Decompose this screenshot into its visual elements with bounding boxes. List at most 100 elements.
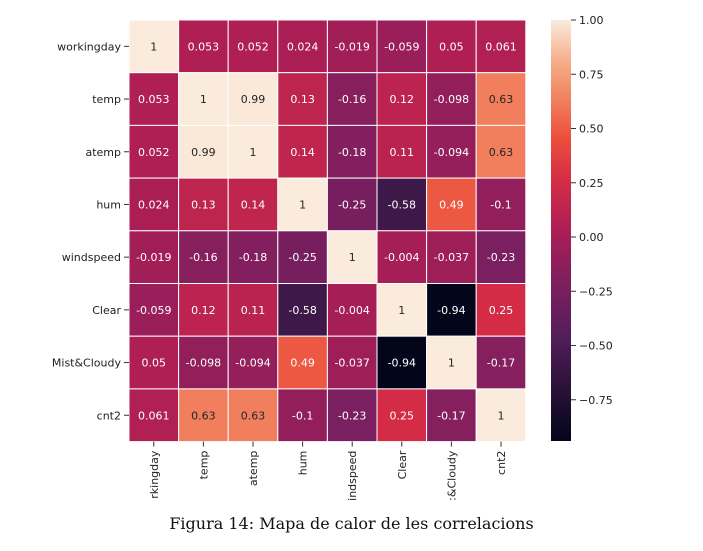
heatmap-cell: [326, 388, 378, 443]
heatmap-cell: [426, 335, 477, 390]
cell-annotation: 0.053: [188, 40, 220, 53]
cell-annotation: -0.58: [288, 304, 316, 317]
cell-annotation: 0.49: [290, 357, 315, 370]
cell-annotation: -0.18: [338, 146, 366, 159]
cell-annotation: -0.16: [338, 93, 366, 106]
heatmap-cell: [178, 283, 229, 337]
heatmap-cell: [475, 124, 527, 179]
heatmap-cell: [475, 388, 527, 443]
heatmap-cell: [326, 283, 378, 337]
cell-annotation: 0.13: [290, 93, 315, 106]
x-tick-label: Clear: [396, 450, 409, 479]
y-tick-label: atemp: [85, 146, 121, 159]
x-tick-label: temp: [197, 451, 210, 480]
y-tick-label: workingday: [57, 40, 121, 53]
cell-annotation: -0.019: [136, 251, 171, 264]
cell-annotation: -0.094: [235, 357, 270, 370]
cell-annotation: 0.12: [390, 93, 415, 106]
heatmap-cell: [128, 335, 180, 390]
heatmap-cell: [326, 230, 378, 285]
y-tick-label: cnt2: [97, 409, 121, 422]
cell-annotation: 0.25: [390, 409, 415, 422]
heatmap-cell: [426, 124, 477, 179]
correlation-heatmap: 1 0.053 0.052 0.024 -0.019 -0.059 0.05 0.061 0.0…: [52, 14, 613, 501]
cell-annotation: -0.18: [239, 251, 267, 264]
heatmap-cell: [277, 72, 328, 126]
heatmap-cell: [326, 124, 378, 179]
cell-annotation: 0.11: [241, 304, 266, 317]
cell-annotation: 1: [349, 251, 356, 264]
cell-annotation: 0.12: [191, 304, 216, 317]
cell-annotation: -0.059: [384, 40, 419, 53]
cell-annotation: 0.99: [191, 146, 216, 159]
colorbar-tick-label: 1.00: [579, 14, 604, 27]
y-tick-label: hum: [96, 198, 121, 211]
y-tick-label: temp: [92, 93, 121, 106]
heatmap-cell: [227, 19, 279, 74]
cell-annotation: -0.23: [487, 251, 515, 264]
heatmap-cell: [376, 72, 428, 126]
cell-annotation: 0.99: [241, 93, 266, 106]
x-tick-label: rkingday: [148, 450, 161, 499]
heatmap-cell: [227, 388, 279, 443]
heatmap-cell: [178, 19, 229, 74]
cell-annotation: 0.63: [489, 146, 514, 159]
cell-annotation: 0.061: [485, 40, 517, 53]
colorbar-tick-label: 0.75: [579, 68, 604, 81]
heatmap-cell: [426, 177, 477, 232]
cell-annotation: 0.14: [290, 146, 315, 159]
colorbar-tick-label: 0.25: [579, 177, 604, 190]
y-tick-label: windspeed: [62, 251, 121, 264]
cell-annotation: 0.63: [191, 409, 216, 422]
cell-annotation: 1: [448, 357, 455, 370]
cell-annotation: -0.16: [189, 251, 217, 264]
cell-annotation: -0.94: [437, 304, 465, 317]
cell-annotation: 1: [200, 93, 207, 106]
x-tick-label: atemp: [247, 451, 260, 487]
heatmap-cell: [475, 335, 527, 390]
cell-annotation: 0.13: [191, 198, 216, 211]
cell-annotation: -0.25: [338, 198, 366, 211]
x-tick-label: hum: [297, 451, 310, 476]
cell-annotation: 1: [498, 409, 505, 422]
heatmap-cell: [178, 335, 229, 390]
x-tick-label: :&Cloudy: [445, 450, 458, 501]
cell-annotation: -0.098: [186, 357, 221, 370]
colorbar-tick-label: −0.25: [579, 285, 613, 298]
cell-annotation: 0.061: [138, 409, 170, 422]
heatmap-cell: [376, 283, 428, 337]
cell-annotation: -0.94: [388, 357, 416, 370]
cell-annotation: -0.059: [136, 304, 171, 317]
heatmap-cell: [475, 19, 527, 74]
heatmap-cell: [178, 72, 229, 126]
cell-annotation: 0.053: [138, 93, 170, 106]
cell-annotation: 0.63: [241, 409, 266, 422]
heatmap-cell: [128, 19, 180, 74]
cell-annotation: 1: [299, 198, 306, 211]
heatmap-cell: [376, 124, 428, 179]
cell-annotation: -0.004: [384, 251, 419, 264]
cell-annotation: 0.05: [142, 357, 167, 370]
cell-annotation: -0.23: [338, 409, 366, 422]
cell-annotation: -0.094: [434, 146, 469, 159]
cell-annotation: -0.1: [490, 198, 511, 211]
cell-annotation: 0.052: [237, 40, 269, 53]
heatmap-cell: [277, 124, 328, 179]
heatmap-cell: [277, 230, 328, 285]
cell-annotation: -0.17: [437, 409, 465, 422]
cell-annotation: 0.63: [489, 93, 514, 106]
heatmap-cell: [227, 335, 279, 390]
colorbar-tick-label: 0.00: [579, 231, 604, 244]
heatmap-cell: [227, 283, 279, 337]
heatmap-cell: [426, 283, 477, 337]
heatmap-cell: [277, 177, 328, 232]
cell-annotation: 1: [398, 304, 405, 317]
cell-annotation: -0.58: [388, 198, 416, 211]
cell-annotation: 0.052: [138, 146, 170, 159]
cell-annotation: 0.05: [439, 40, 464, 53]
cell-annotation: -0.25: [288, 251, 316, 264]
cell-annotation: 1: [150, 40, 157, 53]
cell-annotation: -0.019: [334, 40, 369, 53]
heatmap-cell: [326, 335, 378, 390]
colorbar: [551, 20, 571, 441]
